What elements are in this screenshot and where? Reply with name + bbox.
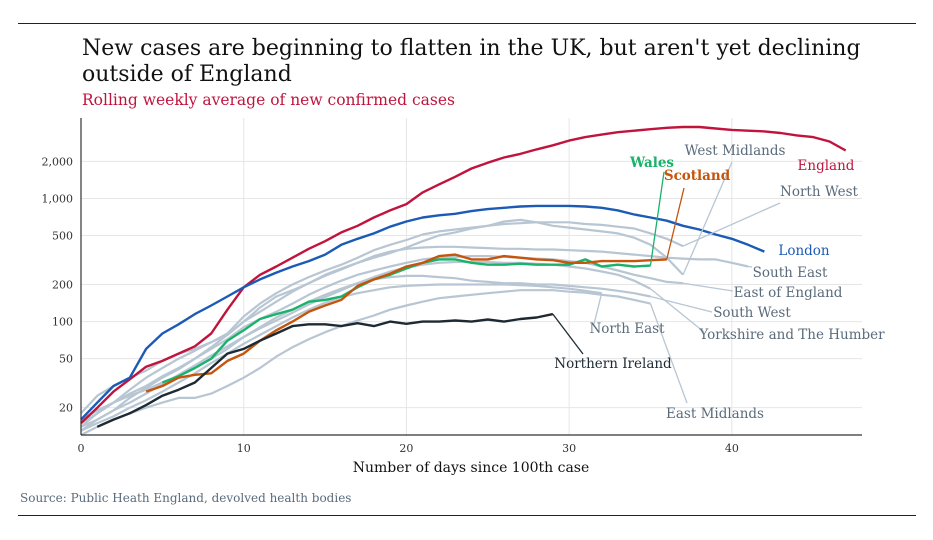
chart-title: New cases are beginning to flatten in th… — [82, 36, 861, 87]
series-line-south-west — [80, 274, 651, 421]
source-note: Source: Public Heath England, devolved h… — [20, 491, 352, 505]
series-label-england: England — [798, 158, 855, 174]
leader-line-wales — [649, 171, 665, 266]
highlighted-series — [80, 125, 847, 428]
leader-line-yorkshire-and-the-humber — [650, 288, 705, 333]
series-line-england — [80, 125, 847, 424]
series-label-north-east: North East — [589, 321, 665, 337]
series-line-north-east — [80, 283, 602, 432]
series-line-east-midlands — [80, 289, 651, 436]
y-tick-label: 20 — [59, 402, 73, 415]
y-tick-label: 50 — [59, 353, 73, 366]
series-label-north-west: North West — [780, 184, 858, 200]
leader-line-east-midlands — [649, 303, 688, 404]
series-label-west-midlands: West Midlands — [685, 143, 786, 159]
series-line-wales — [161, 258, 651, 384]
series-line-scotland — [145, 253, 667, 393]
y-tick-label: 100 — [52, 316, 73, 329]
series-label-northern-ireland: Northern Ireland — [554, 356, 672, 372]
axes: 0 10 20 30 40 20 50 100 200 500 1,000 2,000 — [42, 118, 862, 455]
y-tick-label: 2,000 — [42, 155, 74, 168]
series-line-east-of-england — [80, 255, 684, 432]
series-line-northern-ireland — [96, 312, 554, 428]
y-tick-label: 200 — [52, 279, 73, 292]
leader-line-west-midlands — [682, 161, 733, 276]
leader-line-north-east — [593, 293, 603, 325]
x-tick-label: 10 — [237, 442, 251, 455]
series-line-west-midlands — [80, 218, 684, 415]
series-line-north-west — [80, 221, 684, 428]
series-label-wales: Wales — [629, 155, 674, 171]
leader-line-northern-ireland — [552, 313, 584, 355]
y-tick-label: 500 — [52, 230, 73, 243]
top-rule — [18, 23, 916, 24]
series-label-south-west: South West — [713, 305, 791, 321]
series-label-south-east: South East — [753, 265, 828, 281]
bottom-rule — [18, 515, 916, 516]
series-label-london: London — [778, 243, 830, 259]
series-label-scotland: Scotland — [664, 168, 731, 184]
x-tick-label: 40 — [725, 442, 739, 455]
x-tick-label: 30 — [562, 442, 576, 455]
series-label-east-of-england: East of England — [734, 285, 843, 301]
leader-line-south-west — [650, 295, 713, 313]
chart-subtitle: Rolling weekly average of new confirmed … — [82, 91, 456, 109]
label-leader-lines — [552, 161, 781, 404]
y-tick-label: 1,000 — [42, 192, 74, 205]
series-line-london — [80, 204, 765, 421]
x-axis-label: Number of days since 100th case — [353, 460, 590, 476]
x-tick-label: 20 — [399, 442, 413, 455]
leader-line-north-west — [682, 202, 781, 247]
gridlines — [80, 118, 862, 435]
leader-line-scotland — [666, 187, 685, 260]
series-label-east-midlands: East Midlands — [666, 406, 764, 422]
leader-line-east-of-england — [682, 282, 734, 292]
series-label-yorkshire-and-the-humber: Yorkshire and The Humber — [698, 327, 885, 343]
x-tick-label: 0 — [78, 442, 85, 455]
